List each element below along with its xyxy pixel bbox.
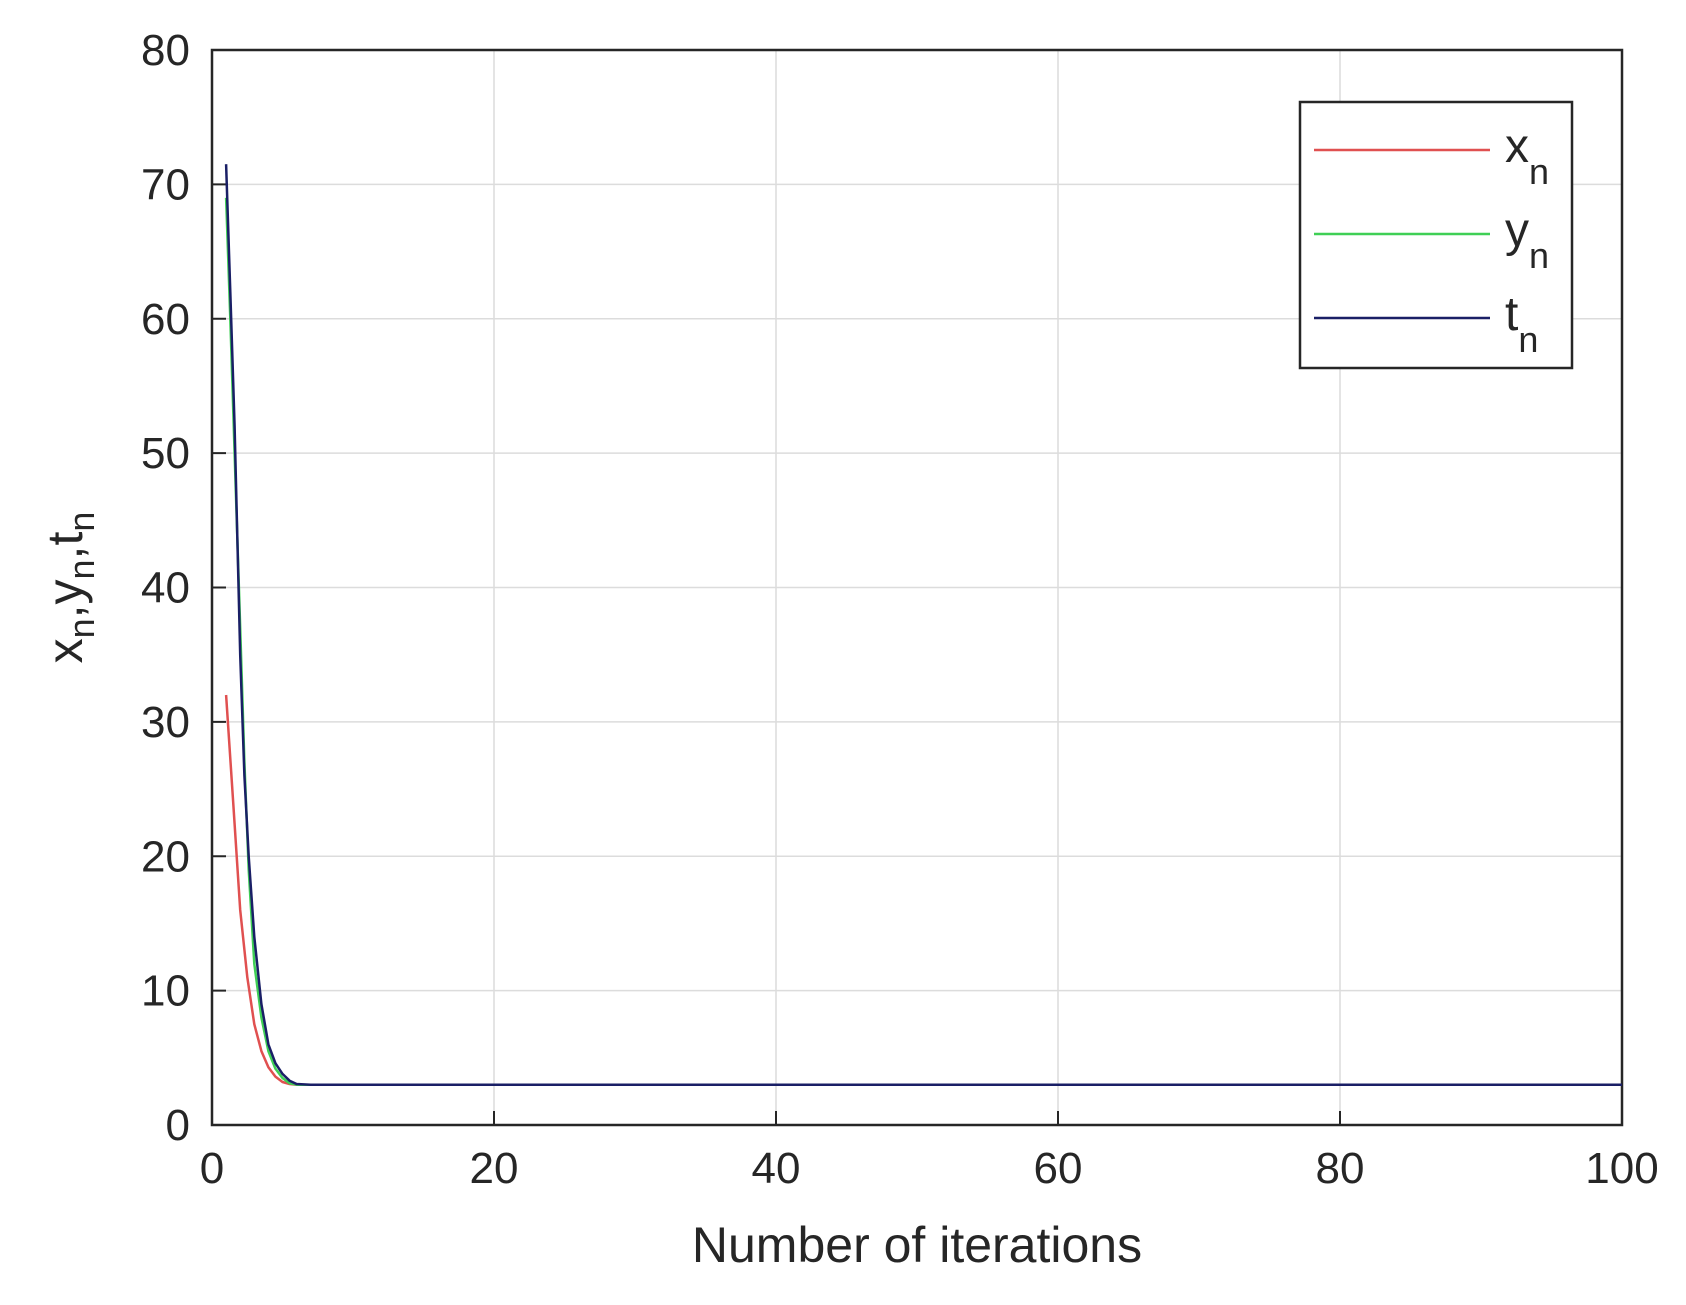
y-tick-label: 10: [141, 967, 190, 1016]
y-tick-label: 0: [166, 1101, 190, 1150]
legend-entry-name: x: [1505, 120, 1529, 173]
y-tick-label: 80: [141, 26, 190, 75]
y-tick-label: 70: [141, 160, 190, 209]
y-axis-label-subscript: n: [61, 512, 102, 532]
x-tick-label: 60: [1034, 1144, 1083, 1193]
x-tick-label: 40: [752, 1144, 801, 1193]
x-tick-label: 80: [1316, 1144, 1365, 1193]
y-tick-label: 50: [141, 429, 190, 478]
legend-entry-subscript: n: [1518, 319, 1538, 360]
x-tick-label: 100: [1585, 1144, 1658, 1193]
legend-entry-yn: yn: [1505, 204, 1549, 276]
legend-entry-name: t: [1505, 288, 1518, 341]
legend-entry-subscript: n: [1529, 151, 1549, 192]
legend-entry-xn: xn: [1505, 120, 1549, 192]
x-axis-label: Number of iterations: [692, 1217, 1142, 1273]
y-axis-label-subscript: n: [61, 559, 102, 579]
legend-entry-subscript: n: [1529, 235, 1549, 276]
y-axis-label-part: ,y: [37, 579, 93, 618]
y-axis-label-part: x: [37, 638, 93, 663]
x-tick-label: 20: [470, 1144, 519, 1193]
y-tick-label: 20: [141, 832, 190, 881]
y-tick-label: 30: [141, 698, 190, 747]
series-lines: [224, 164, 1622, 1086]
y-tick-label: 60: [141, 295, 190, 344]
legend-entry-tn: tn: [1505, 288, 1538, 360]
y-axis-label-subscript: n: [61, 618, 102, 638]
x-tick-label: 0: [200, 1144, 224, 1193]
axis-ticks: 0 20 40 60 80 100 0 10 20 30 40 50 60 70 80: [141, 26, 1659, 1193]
series-line-tn: [224, 164, 1622, 1086]
series-line-xn: [224, 694, 1622, 1086]
legend-entry-name: y: [1505, 204, 1529, 257]
y-axis-label: xn,yn,tn: [37, 512, 102, 664]
y-axis-label-part: ,t: [37, 532, 93, 560]
y-tick-label: 40: [141, 564, 190, 613]
